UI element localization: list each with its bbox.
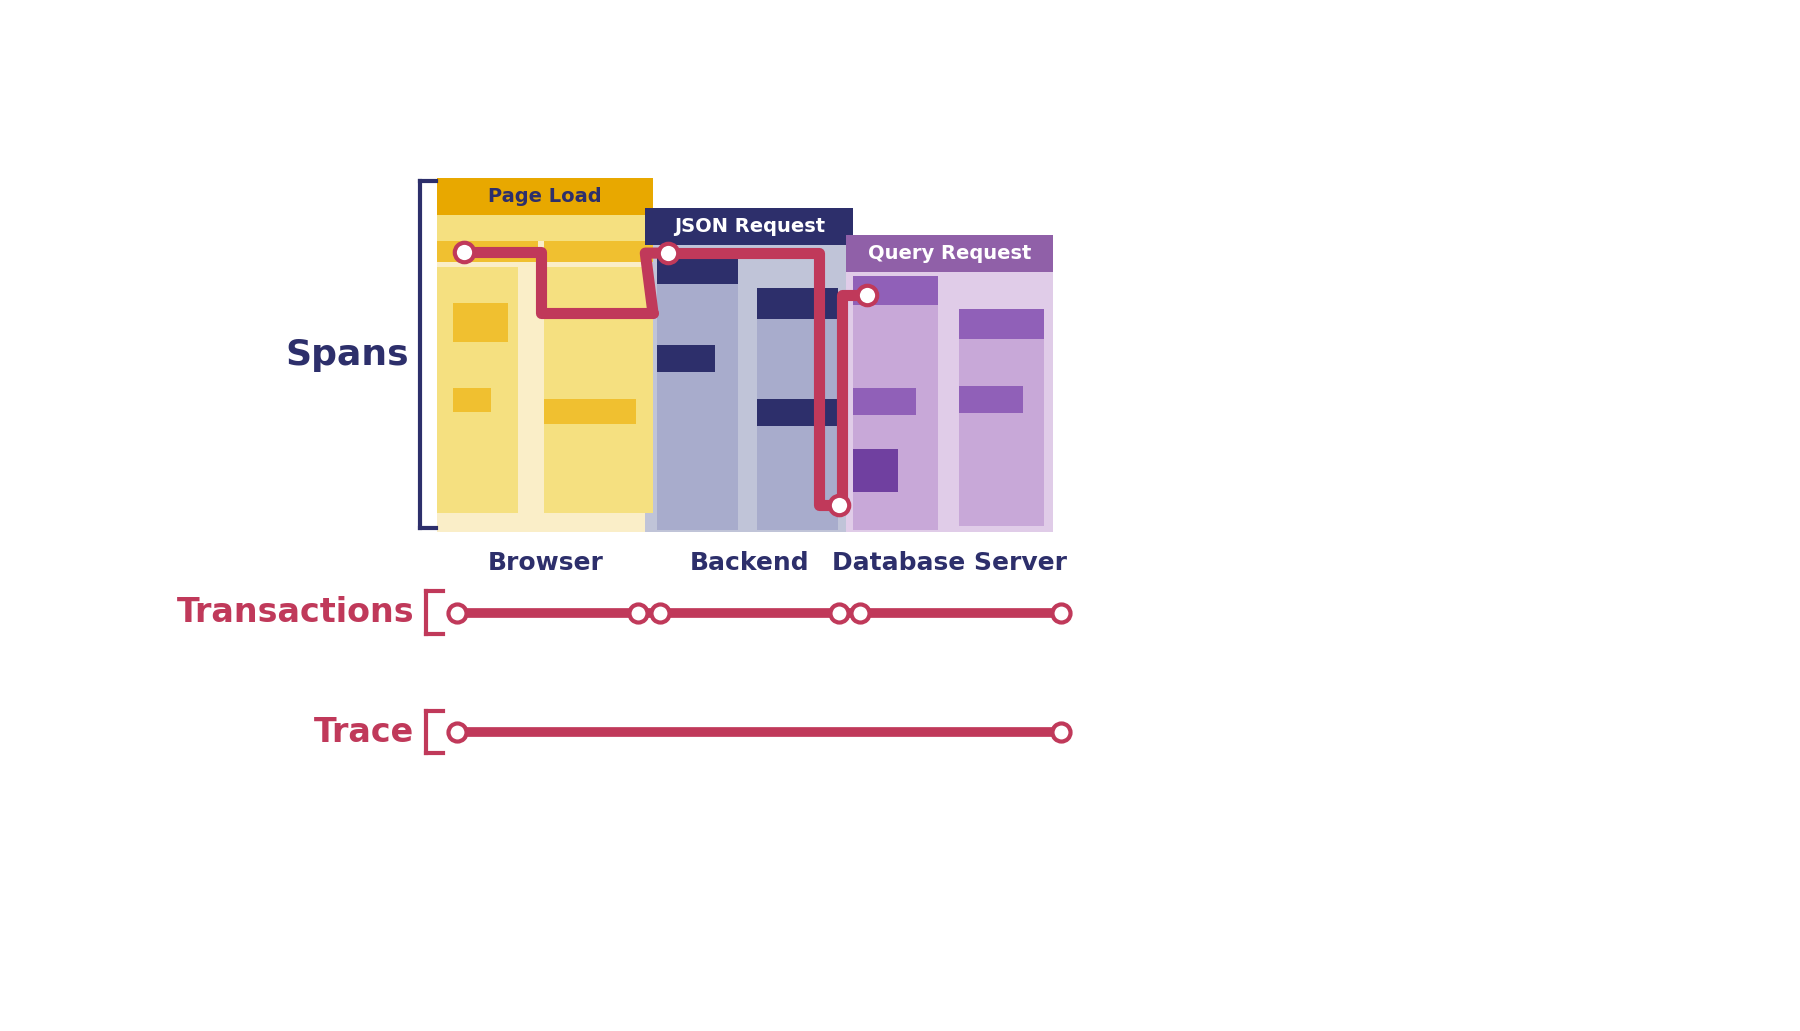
Bar [437,177,653,214]
Bar [846,235,1053,272]
Bar [544,399,635,424]
Bar [437,236,653,241]
Bar [544,241,653,262]
Bar [846,235,1053,532]
Bar [437,241,538,262]
Bar [959,309,1044,527]
Bar [437,214,653,236]
Bar [544,267,653,513]
Bar [644,208,853,245]
Bar [657,345,715,372]
Bar [959,309,1044,338]
Text: Database Server: Database Server [832,551,1067,574]
Bar [758,288,837,319]
Bar [657,253,738,530]
Text: Transactions: Transactions [176,596,414,629]
Bar [959,387,1022,413]
Bar [853,450,898,492]
Bar [853,276,938,530]
Bar [657,253,738,284]
Text: Spans: Spans [284,338,409,372]
Bar [437,177,653,532]
Bar [644,208,853,532]
Bar [437,267,518,513]
Bar [758,399,837,427]
Bar [454,303,508,341]
Bar [758,288,837,530]
Text: Page Load: Page Load [488,187,601,205]
Bar [853,276,938,305]
Text: JSON Request: JSON Request [673,218,824,236]
Bar [853,388,916,414]
Text: Query Request: Query Request [868,244,1031,263]
Text: Backend: Backend [689,551,808,574]
Text: Trace: Trace [313,716,414,749]
Bar [454,388,491,412]
Text: Browser: Browser [488,551,603,574]
